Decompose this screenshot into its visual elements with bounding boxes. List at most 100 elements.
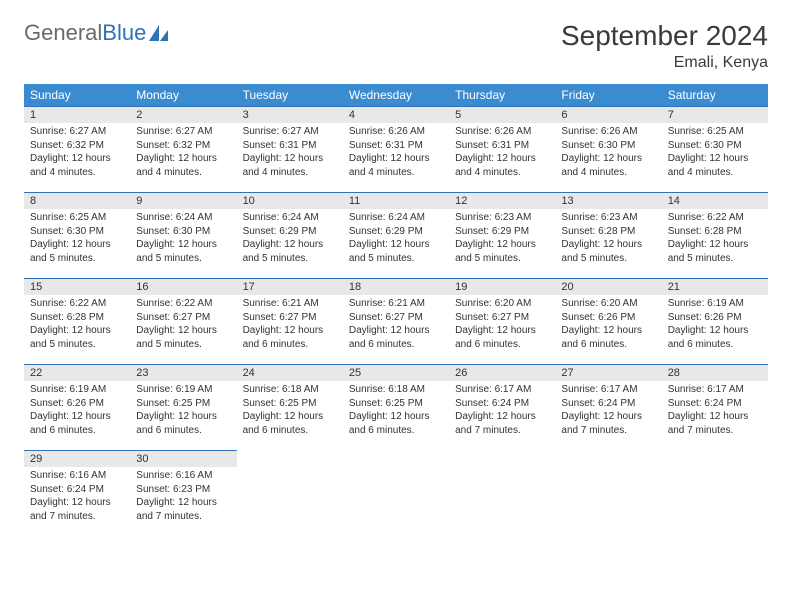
sunrise-text: Sunrise: 6:24 AM (136, 211, 230, 225)
calendar-cell: 23Sunrise: 6:19 AMSunset: 6:25 PMDayligh… (130, 364, 236, 450)
day-number: 20 (555, 278, 661, 295)
sunrise-text: Sunrise: 6:23 AM (455, 211, 549, 225)
day-content: Sunrise: 6:24 AMSunset: 6:30 PMDaylight:… (130, 209, 236, 271)
calendar-cell: 26Sunrise: 6:17 AMSunset: 6:24 PMDayligh… (449, 364, 555, 450)
sunrise-text: Sunrise: 6:17 AM (668, 383, 762, 397)
day-number: 23 (130, 364, 236, 381)
calendar-week: 15Sunrise: 6:22 AMSunset: 6:28 PMDayligh… (24, 278, 768, 364)
day-number: 30 (130, 450, 236, 467)
calendar-cell: 28Sunrise: 6:17 AMSunset: 6:24 PMDayligh… (662, 364, 768, 450)
calendar-week: 22Sunrise: 6:19 AMSunset: 6:26 PMDayligh… (24, 364, 768, 450)
weekday-header: Tuesday (237, 84, 343, 106)
sunset-text: Sunset: 6:24 PM (561, 397, 655, 411)
calendar-cell (555, 450, 661, 536)
day-number: 28 (662, 364, 768, 381)
sunset-text: Sunset: 6:31 PM (349, 139, 443, 153)
sunset-text: Sunset: 6:30 PM (668, 139, 762, 153)
day-number: 9 (130, 192, 236, 209)
calendar-cell: 17Sunrise: 6:21 AMSunset: 6:27 PMDayligh… (237, 278, 343, 364)
daylight-text: Daylight: 12 hours and 4 minutes. (561, 152, 655, 179)
day-number: 8 (24, 192, 130, 209)
sunrise-text: Sunrise: 6:17 AM (561, 383, 655, 397)
day-number: 11 (343, 192, 449, 209)
calendar-cell: 5Sunrise: 6:26 AMSunset: 6:31 PMDaylight… (449, 106, 555, 192)
sunset-text: Sunset: 6:24 PM (455, 397, 549, 411)
day-number: 4 (343, 106, 449, 123)
day-content: Sunrise: 6:19 AMSunset: 6:25 PMDaylight:… (130, 381, 236, 443)
sunset-text: Sunset: 6:31 PM (243, 139, 337, 153)
location: Emali, Kenya (561, 54, 768, 72)
daylight-text: Daylight: 12 hours and 5 minutes. (243, 238, 337, 265)
day-content: Sunrise: 6:26 AMSunset: 6:30 PMDaylight:… (555, 123, 661, 185)
day-number: 3 (237, 106, 343, 123)
calendar-cell: 12Sunrise: 6:23 AMSunset: 6:29 PMDayligh… (449, 192, 555, 278)
day-number: 21 (662, 278, 768, 295)
sunrise-text: Sunrise: 6:22 AM (668, 211, 762, 225)
sunrise-text: Sunrise: 6:27 AM (136, 125, 230, 139)
calendar-body: 1Sunrise: 6:27 AMSunset: 6:32 PMDaylight… (24, 106, 768, 536)
calendar-cell: 13Sunrise: 6:23 AMSunset: 6:28 PMDayligh… (555, 192, 661, 278)
sunrise-text: Sunrise: 6:19 AM (668, 297, 762, 311)
calendar-cell (662, 450, 768, 536)
sunrise-text: Sunrise: 6:23 AM (561, 211, 655, 225)
sunrise-text: Sunrise: 6:21 AM (243, 297, 337, 311)
sunrise-text: Sunrise: 6:19 AM (136, 383, 230, 397)
calendar-cell: 15Sunrise: 6:22 AMSunset: 6:28 PMDayligh… (24, 278, 130, 364)
sunrise-text: Sunrise: 6:18 AM (243, 383, 337, 397)
day-content: Sunrise: 6:23 AMSunset: 6:28 PMDaylight:… (555, 209, 661, 271)
daylight-text: Daylight: 12 hours and 7 minutes. (136, 496, 230, 523)
day-number: 29 (24, 450, 130, 467)
calendar-cell: 7 Sunrise: 6:25 AMSunset: 6:30 PMDaylight… (662, 106, 768, 192)
sunset-text: Sunset: 6:30 PM (561, 139, 655, 153)
calendar-cell: 2Sunrise: 6:27 AMSunset: 6:32 PMDaylight… (130, 106, 236, 192)
day-number: 7 (662, 106, 768, 123)
sunset-text: Sunset: 6:28 PM (30, 311, 124, 325)
logo-text-1: General (24, 20, 102, 46)
day-number: 22 (24, 364, 130, 381)
daylight-text: Daylight: 12 hours and 4 minutes. (455, 152, 549, 179)
day-content: Sunrise: 6:25 AMSunset: 6:30 PMDaylight:… (24, 209, 130, 271)
daylight-text: Daylight: 12 hours and 4 minutes. (668, 152, 762, 179)
calendar-cell: 25Sunrise: 6:18 AMSunset: 6:25 PMDayligh… (343, 364, 449, 450)
day-number: 14 (662, 192, 768, 209)
sunset-text: Sunset: 6:27 PM (455, 311, 549, 325)
day-number: 12 (449, 192, 555, 209)
sunset-text: Sunset: 6:25 PM (243, 397, 337, 411)
calendar-cell: 20Sunrise: 6:20 AMSunset: 6:26 PMDayligh… (555, 278, 661, 364)
day-number: 18 (343, 278, 449, 295)
day-content: Sunrise: 6:24 AMSunset: 6:29 PMDaylight:… (237, 209, 343, 271)
calendar-cell: 27Sunrise: 6:17 AMSunset: 6:24 PMDayligh… (555, 364, 661, 450)
calendar-table: SundayMondayTuesdayWednesdayThursdayFrid… (24, 84, 768, 536)
sunrise-text: Sunrise: 6:27 AM (30, 125, 124, 139)
calendar-cell (449, 450, 555, 536)
calendar-cell: 29Sunrise: 6:16 AMSunset: 6:24 PMDayligh… (24, 450, 130, 536)
sunset-text: Sunset: 6:28 PM (561, 225, 655, 239)
day-content: Sunrise: 6:17 AMSunset: 6:24 PMDaylight:… (662, 381, 768, 443)
calendar-cell: 22Sunrise: 6:19 AMSunset: 6:26 PMDayligh… (24, 364, 130, 450)
calendar-cell: 30Sunrise: 6:16 AMSunset: 6:23 PMDayligh… (130, 450, 236, 536)
weekday-header: Sunday (24, 84, 130, 106)
day-number: 24 (237, 364, 343, 381)
daylight-text: Daylight: 12 hours and 6 minutes. (243, 410, 337, 437)
daylight-text: Daylight: 12 hours and 4 minutes. (243, 152, 337, 179)
daylight-text: Daylight: 12 hours and 5 minutes. (455, 238, 549, 265)
calendar-cell: 9Sunrise: 6:24 AMSunset: 6:30 PMDaylight… (130, 192, 236, 278)
day-content: Sunrise: 6:20 AMSunset: 6:27 PMDaylight:… (449, 295, 555, 357)
day-number: 17 (237, 278, 343, 295)
sunset-text: Sunset: 6:32 PM (30, 139, 124, 153)
day-number: 26 (449, 364, 555, 381)
sunrise-text: Sunrise: 6:25 AM (668, 125, 762, 139)
sunset-text: Sunset: 6:25 PM (136, 397, 230, 411)
day-content: Sunrise: 6:19 AMSunset: 6:26 PMDaylight:… (24, 381, 130, 443)
logo: GeneralBlue (24, 20, 170, 46)
day-content: Sunrise: 6:22 AMSunset: 6:28 PMDaylight:… (662, 209, 768, 271)
day-content: Sunrise: 6:26 AMSunset: 6:31 PMDaylight:… (449, 123, 555, 185)
day-number: 25 (343, 364, 449, 381)
daylight-text: Daylight: 12 hours and 5 minutes. (668, 238, 762, 265)
day-content: Sunrise: 6:23 AMSunset: 6:29 PMDaylight:… (449, 209, 555, 271)
day-content: Sunrise: 6:27 AMSunset: 6:32 PMDaylight:… (130, 123, 236, 185)
header: GeneralBlue September 2024 Emali, Kenya (24, 20, 768, 72)
sunrise-text: Sunrise: 6:16 AM (30, 469, 124, 483)
sunset-text: Sunset: 6:26 PM (30, 397, 124, 411)
day-content: Sunrise: 6:18 AMSunset: 6:25 PMDaylight:… (343, 381, 449, 443)
